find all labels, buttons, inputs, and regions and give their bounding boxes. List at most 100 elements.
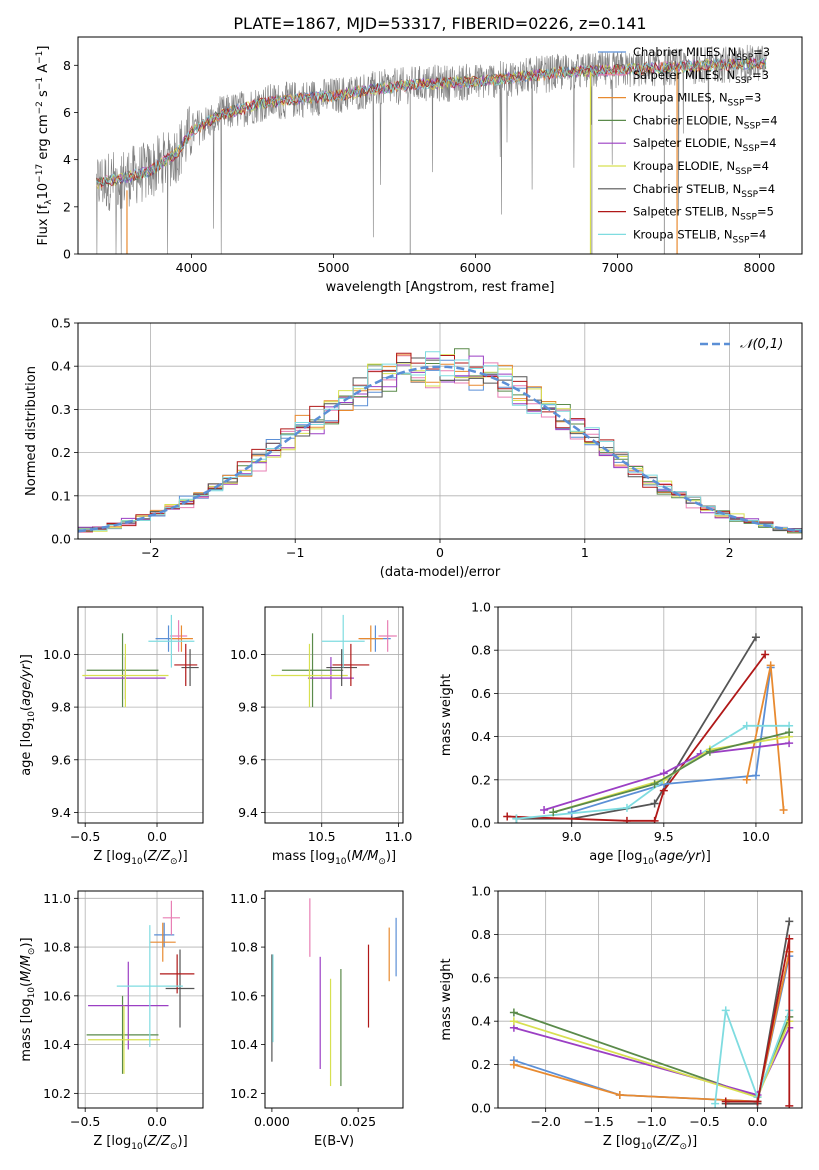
x-axis-label: (data-model)/error bbox=[380, 565, 501, 580]
data-point bbox=[88, 1005, 160, 1074]
y-tick-label: 9.6 bbox=[51, 752, 71, 767]
plus-marker bbox=[711, 1099, 720, 1108]
x-tick-label: −2 bbox=[141, 545, 159, 560]
series-line bbox=[725, 938, 791, 1106]
data-point bbox=[162, 900, 181, 935]
y-tick-label: 0.8 bbox=[471, 643, 491, 658]
series-line bbox=[571, 667, 772, 814]
data-point bbox=[326, 649, 357, 687]
axes-frame bbox=[77, 36, 803, 255]
plus-marker bbox=[650, 816, 659, 823]
series-line bbox=[553, 731, 790, 814]
x-tick-label: 11.0 bbox=[384, 829, 412, 844]
plus-marker bbox=[509, 1017, 518, 1026]
y-tick-label: 0.2 bbox=[51, 445, 71, 460]
chart-mass-vs-EBV: 0.000 0.025 10.2 10.4 10.6 10.8 11.0 E(B-V) bbox=[230, 890, 404, 1149]
y-tick-label: 0.0 bbox=[471, 1101, 491, 1116]
plus-marker bbox=[785, 917, 794, 926]
legend-entry: Chabrier MILES, NSSP=3 bbox=[633, 45, 770, 63]
model-spectrum-line bbox=[96, 57, 767, 187]
y-tick-label: 1.0 bbox=[471, 884, 491, 899]
y-axis-label: mass [log10(M/M⊙)] bbox=[19, 937, 37, 1061]
x-axis-label: age [log10(age/yr)] bbox=[589, 849, 711, 867]
series-lines bbox=[503, 633, 794, 823]
plus-marker bbox=[721, 1006, 730, 1015]
y-tick-label: 0.2 bbox=[471, 772, 491, 787]
series-lines bbox=[509, 917, 794, 1108]
data-point bbox=[169, 620, 188, 652]
y-axis-label: mass weight bbox=[439, 674, 454, 756]
model-spectrum-line bbox=[96, 57, 767, 186]
chart-age-vs-Z: −0.5 0.0 9.4 9.6 9.8 10.0 Z [log10(Z/Z⊙)] age [… bbox=[19, 606, 204, 867]
data-point bbox=[321, 614, 365, 668]
plus-marker bbox=[615, 1090, 624, 1099]
y-tick-label: 9.8 bbox=[238, 700, 258, 715]
x-axis-label: wavelength [Angstrom, rest frame] bbox=[326, 280, 555, 295]
x-tick-label: 0.0 bbox=[147, 1114, 167, 1129]
data-point bbox=[181, 649, 199, 687]
x-tick-label: −1.0 bbox=[636, 1114, 666, 1129]
data-point bbox=[271, 643, 348, 708]
x-tick-label: 10.0 bbox=[742, 829, 770, 844]
plus-marker bbox=[742, 775, 751, 784]
plus-marker bbox=[503, 812, 512, 821]
y-axis-label: Flux [fλ10−17 erg cm−2 s−1 A−1] bbox=[35, 46, 54, 246]
x-tick-label: 5000 bbox=[318, 260, 350, 275]
x-tick-label: 9.5 bbox=[654, 829, 674, 844]
plus-marker bbox=[650, 780, 659, 789]
x-axis-label: Z [log10(Z/Z⊙)] bbox=[93, 1134, 187, 1152]
y-tick-label: 0.0 bbox=[51, 532, 71, 547]
y-tick-label: 10.6 bbox=[43, 988, 71, 1003]
y-tick-label: 11.0 bbox=[43, 891, 71, 906]
series-line bbox=[516, 636, 757, 820]
legend-entry: Salpeter ELODIE, NSSP=4 bbox=[633, 136, 776, 154]
plus-marker bbox=[721, 1097, 730, 1106]
y-axis-label: mass weight bbox=[439, 958, 454, 1040]
error-bars bbox=[271, 614, 397, 708]
plus-marker bbox=[785, 934, 794, 943]
x-tick-label: 9.0 bbox=[562, 829, 582, 844]
y-tick-label: 9.8 bbox=[51, 700, 71, 715]
axes-frame bbox=[77, 890, 204, 1109]
data-point bbox=[86, 633, 159, 708]
data-point bbox=[82, 643, 169, 708]
plus-marker bbox=[622, 816, 631, 823]
y-tick-label: 10.2 bbox=[230, 1086, 258, 1101]
plus-marker bbox=[761, 650, 770, 659]
y-tick-label: 9.4 bbox=[51, 805, 71, 820]
y-tick-label: 10.8 bbox=[230, 940, 258, 955]
legend-entry: Chabrier STELIB, NSSP=4 bbox=[633, 182, 775, 200]
spectrum-lines bbox=[96, 44, 767, 254]
x-axis-label: E(B-V) bbox=[314, 1134, 354, 1149]
x-tick-label: 2 bbox=[726, 545, 734, 560]
legend-entry: Kroupa MILES, NSSP=3 bbox=[633, 91, 761, 109]
data-point bbox=[165, 949, 195, 1028]
plus-marker bbox=[540, 806, 549, 815]
y-tick-label: 10.4 bbox=[230, 1037, 258, 1052]
data-point bbox=[149, 922, 176, 962]
data-point bbox=[281, 633, 344, 708]
y-tick-label: 0.4 bbox=[471, 729, 491, 744]
plus-marker bbox=[785, 1101, 794, 1108]
plus-marker bbox=[549, 808, 558, 817]
normal-curve bbox=[78, 365, 802, 533]
chart-mass-weight-vs-age: 9.0 9.5 10.0 0.0 0.2 0.4 0.6 0.8 1.0 age [log10(a… bbox=[439, 600, 803, 867]
y-tick-label: 10.6 bbox=[230, 988, 258, 1003]
plus-marker bbox=[785, 728, 794, 737]
y-tick-label: 0.4 bbox=[471, 1014, 491, 1029]
residual-histogram bbox=[78, 351, 802, 531]
x-tick-label: 0.0 bbox=[748, 1114, 768, 1129]
chart-mass-weight-vs-Z: −2.0 −1.5 −1.0 −0.5 0.0 0.0 0.2 0.4 0.6 0.8 1.0 Z [… bbox=[439, 884, 803, 1152]
chart-spectrum: 4000 5000 6000 7000 8000 0 2 4 6 8 wavelength [Ang… bbox=[35, 36, 803, 295]
data-point bbox=[307, 657, 354, 700]
data-point bbox=[88, 961, 169, 1050]
figure-title: PLATE=1867, MJD=53317, FIBERID=0226, z=0… bbox=[233, 14, 646, 33]
axes-frame bbox=[264, 890, 404, 1109]
plus-marker bbox=[512, 814, 521, 823]
data-point bbox=[86, 995, 159, 1074]
legend: Chabrier MILES, NSSP=3 Salpeter MILES, NS… bbox=[598, 45, 778, 245]
histograms bbox=[78, 348, 802, 534]
x-tick-label: 6000 bbox=[460, 260, 492, 275]
y-tick-label: 10.8 bbox=[43, 940, 71, 955]
legend-entry: Kroupa ELODIE, NSSP=4 bbox=[633, 159, 769, 177]
